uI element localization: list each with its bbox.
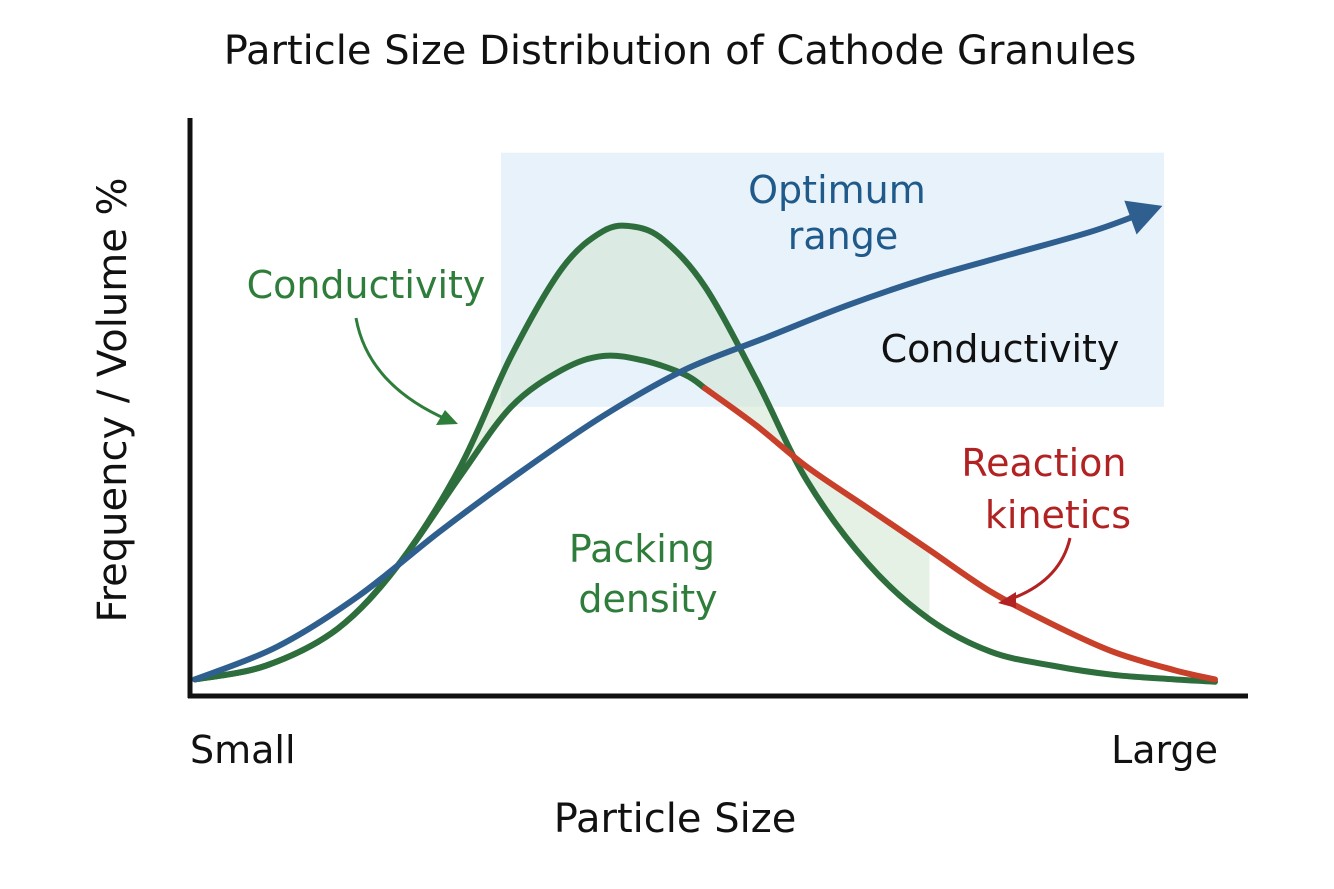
annotation-reaction-kinetics-line-1: Reaction bbox=[961, 441, 1126, 485]
distribution-difference-fill bbox=[460, 225, 930, 620]
annotation-reaction-kinetics-line-2: kinetics bbox=[985, 493, 1131, 537]
series-reaction-kinetics-line bbox=[702, 385, 1218, 683]
annotation-reaction-kinetics: Reaction kinetics bbox=[961, 441, 1138, 537]
annotation-conductivity-right: Conductivity bbox=[881, 327, 1120, 371]
optimum-range-label-line-1: Optimum bbox=[748, 168, 926, 212]
annotation-packing-density-line-2: density bbox=[578, 577, 717, 621]
annotation-conductivity-left-arrowhead bbox=[436, 410, 458, 425]
annotation-reaction-kinetics-arrowhead bbox=[998, 592, 1016, 608]
optimum-range-label: Optimum range bbox=[748, 168, 938, 258]
y-axis-title: Frequency / Volume % bbox=[90, 177, 136, 622]
x-tick-label-large: Large bbox=[1111, 728, 1218, 772]
series-broad-distribution-line bbox=[192, 352, 708, 683]
optimum-range-label-line-2: range bbox=[788, 214, 899, 258]
annotation-reaction-kinetics-arrow bbox=[1007, 537, 1072, 602]
annotation-packing-density: Packing density bbox=[569, 527, 727, 621]
annotation-conductivity-left: Conductivity bbox=[247, 263, 486, 307]
chart-title: Particle Size Distribution of Cathode Gr… bbox=[224, 28, 1137, 74]
x-axis-title: Particle Size bbox=[554, 796, 797, 842]
conductivity-arrowhead bbox=[1124, 200, 1163, 235]
annotation-packing-density-line-1: Packing bbox=[569, 527, 715, 571]
annotation-conductivity-left-arrow bbox=[354, 317, 449, 422]
x-tick-label-small: Small bbox=[190, 728, 296, 772]
series-conductivity-line bbox=[192, 209, 1147, 683]
